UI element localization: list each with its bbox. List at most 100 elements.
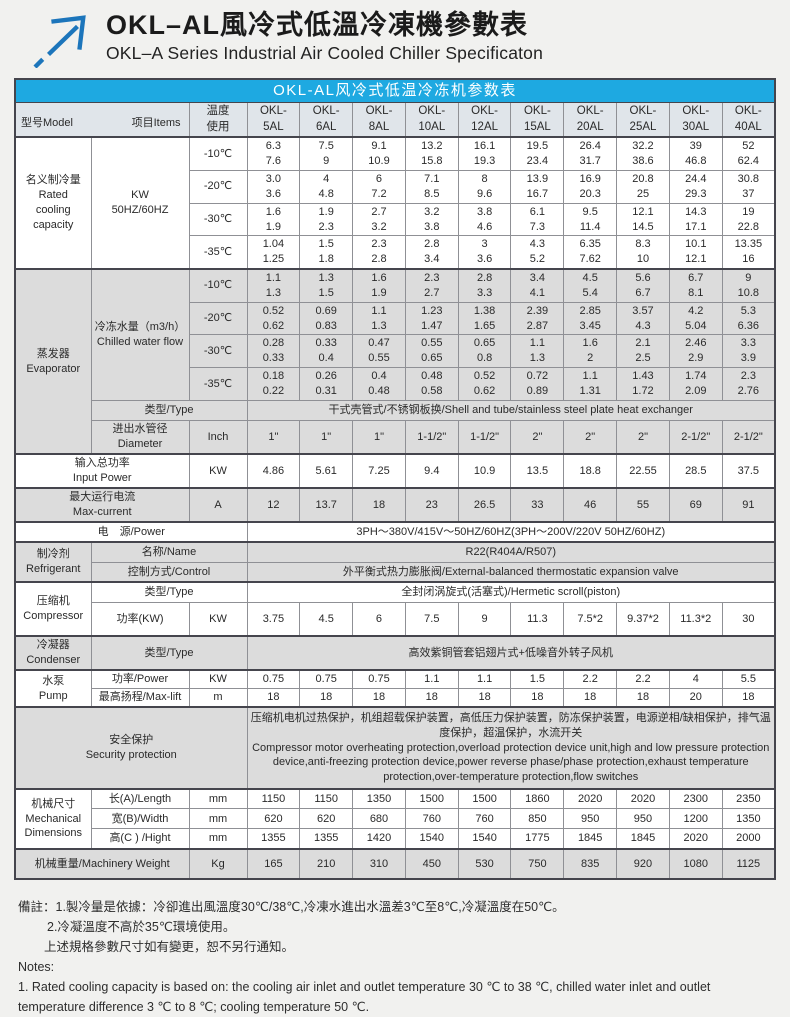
cell-category: 输入总功率 Input Power <box>14 453 190 489</box>
cell-value: 1125 <box>721 847 776 880</box>
cell-value: 0.52 0.62 <box>457 367 512 401</box>
cell-value: 5.6 6.7 <box>616 268 670 303</box>
cell-value: 0.18 0.22 <box>246 367 301 401</box>
cell-value-merged: 干式壳管式/不锈钢板换/Shell and tube/stainless ste… <box>246 399 776 421</box>
cell-category: 最大运行电流 Max-current <box>14 487 190 523</box>
cell-value: 3.0 3.6 <box>246 169 301 204</box>
cell-value: 19 22.8 <box>721 202 776 237</box>
cell-category: 电 源/Power <box>14 521 248 543</box>
cell-value: 1.6 1.9 <box>246 202 301 237</box>
arrow-up-right-icon <box>32 12 94 69</box>
table-row: 最高扬程/Max-lift m 18 18 18 18 18 18 18 18 20 18 <box>15 688 776 708</box>
cell-value: 18 <box>510 688 565 708</box>
cell-value: 950 <box>616 808 670 830</box>
cell-value: 0.69 0.83 <box>299 301 354 336</box>
cell-value: 1355 <box>299 828 354 850</box>
cell-value: 10.1 12.1 <box>668 235 723 270</box>
cell-value: 20.8 25 <box>616 169 670 204</box>
cell-value: 1355 <box>246 828 301 850</box>
cell-temp: -10℃ <box>188 136 248 171</box>
cell-value: 3.2 3.8 <box>404 202 459 237</box>
cell-value: 2" <box>510 419 565 455</box>
cell-temp: -35℃ <box>188 235 248 270</box>
model-column-header: OKL- 30AL <box>668 102 723 138</box>
cell-value: 1.04 1.25 <box>246 235 301 270</box>
cell-value: 13.9 16.7 <box>510 169 565 204</box>
cell-unit: mm <box>188 828 248 850</box>
cell-value: 24.4 29.3 <box>668 169 723 204</box>
cell-value: 1350 <box>721 808 776 830</box>
cell-value: 7.5 9 <box>299 136 354 171</box>
cell-category: 水泵 Pump <box>14 669 92 708</box>
cell-value: 1" <box>299 419 354 455</box>
table-row: 制冷剂 Refrigerant 名称/Name R22(R404A/R507) <box>14 541 776 583</box>
cell-value: 1200 <box>668 808 723 830</box>
cell-item: 功率/Power <box>90 669 190 690</box>
cell-value: 52 62.4 <box>721 136 776 171</box>
cell-value: 18 <box>616 688 670 708</box>
cell-value: 1" <box>352 419 406 455</box>
cell-value: 2.1 2.5 <box>616 334 670 369</box>
cell-value: 2.7 3.2 <box>352 202 406 237</box>
cell-value: 4 4.8 <box>299 169 354 204</box>
cell-value: 4.2 5.04 <box>668 301 723 336</box>
cell-value: 2-1/2" <box>668 419 723 455</box>
title-block: OKL–AL風冷式低溫冷凍機參數表 OKL–A Series Industria… <box>106 10 543 64</box>
cell-value: 4.3 5.2 <box>510 235 565 270</box>
cell-value: 1.1 1.3 <box>246 268 301 303</box>
cell-item: 宽(B)/Width <box>90 808 190 830</box>
cell-value: 18 <box>457 688 512 708</box>
cell-unit: m <box>188 688 248 708</box>
cell-value-merged: 3PH～380V/415V～50HZ/60HZ(3PH～200V/220V 50… <box>246 521 776 543</box>
cell-value: 2000 <box>721 828 776 850</box>
cell-value: 9 10.8 <box>721 268 776 303</box>
cell-temp: -30℃ <box>188 202 248 237</box>
cell-value-merged: 高效紫铜管套铝翅片式+低噪音外转子风机 <box>246 635 776 671</box>
cell-item: 进出水管径 Diameter <box>90 419 190 455</box>
cell-value: 2.2 <box>616 669 670 690</box>
cell-value: 14.3 17.1 <box>668 202 723 237</box>
cell-value: 0.52 0.62 <box>246 301 301 336</box>
cell-value: 1.38 1.65 <box>457 301 512 336</box>
cell-value: 1080 <box>668 847 723 880</box>
cell-value-merged: 全封闭涡旋式(活塞式)/Hermetic scroll(piston) <box>246 581 776 603</box>
cell-value: 835 <box>563 847 618 880</box>
cell-value: 2.8 3.4 <box>404 235 459 270</box>
cell-value: 1.6 2 <box>563 334 618 369</box>
cell-value: 1150 <box>246 787 301 810</box>
cell-value: 1860 <box>510 787 565 810</box>
cell-value: 1540 <box>457 828 512 850</box>
page-title: OKL–AL風冷式低溫冷凍機參數表 <box>106 10 528 40</box>
cell-value: 2.3 2.76 <box>721 367 776 401</box>
cell-value: 16.1 19.3 <box>457 136 512 171</box>
note-line: 上述規格參數尺寸如有變更，恕不另行通知。 <box>44 939 295 954</box>
cell-value: 2.2 <box>563 669 618 690</box>
cell-value: 8.3 10 <box>616 235 670 270</box>
cell-value: 3.75 <box>246 601 301 637</box>
cell-value: 2.46 2.9 <box>668 334 723 369</box>
cell-item: 类型/Type <box>90 581 248 603</box>
cell-value: 530 <box>457 847 512 880</box>
cell-value: 7.5 <box>404 601 459 637</box>
cell-value: 620 <box>246 808 301 830</box>
table-row: 冷凝器 Condenser 类型/Type 高效紫铜管套铝翅片式+低噪音外转子风机 <box>14 635 776 671</box>
cell-value: 3.4 4.1 <box>510 268 565 303</box>
cell-category: 压缩机 Compressor <box>14 581 92 637</box>
cell-value: 1.9 2.3 <box>299 202 354 237</box>
cell-value: 0.26 0.31 <box>299 367 354 401</box>
cell-value: 1775 <box>510 828 565 850</box>
cell-value: 1845 <box>563 828 618 850</box>
page-header: OKL–AL風冷式低溫冷凍機參數表 OKL–A Series Industria… <box>0 0 790 74</box>
cell-value: 6.3 7.6 <box>246 136 301 171</box>
cell-value: 1.1 <box>457 669 512 690</box>
spec-table-container: OKL-AL风冷式低温冷冻机参数表 型号Model 项目Items 温度 使用 OKL-… <box>14 78 776 880</box>
cell-value: 2.3 2.7 <box>404 268 459 303</box>
cell-value: 1-1/2" <box>404 419 459 455</box>
cell-value: 1" <box>246 419 301 455</box>
model-column-header: OKL- 15AL <box>510 102 565 138</box>
cell-value: 16.9 20.3 <box>563 169 618 204</box>
cell-value: 6 <box>352 601 406 637</box>
cell-item: 功率(KW) <box>90 601 190 637</box>
cell-value: 13.5 <box>510 453 565 489</box>
cell-category: 名义制冷量 Rated cooling capacity <box>14 136 92 270</box>
